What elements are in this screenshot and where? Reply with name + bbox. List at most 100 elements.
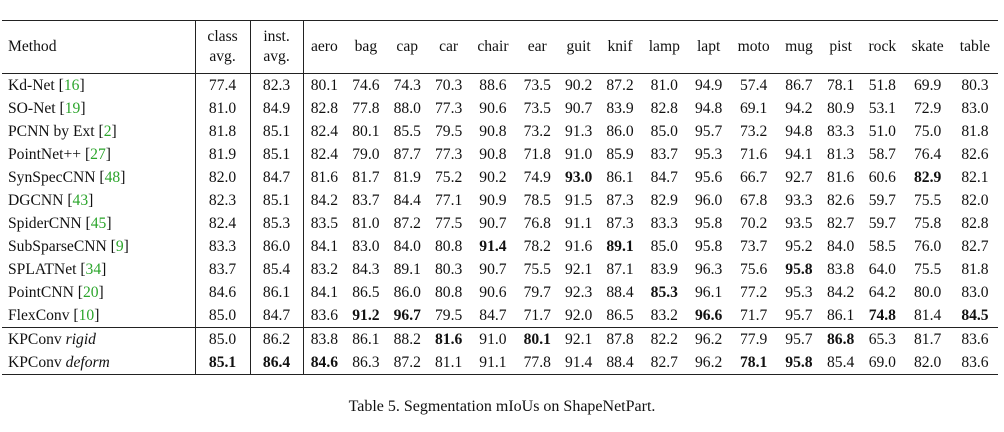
value-cell-bag: 77.8 [352,100,380,117]
value-cell-knif: 88.4 [606,354,634,371]
header-bag: bag [345,20,387,74]
header-car: car [427,20,470,74]
value-cell-chair: 90.7 [479,261,507,278]
value-cell-aero: 84.1 [302,281,346,304]
class-avg-cell: 77.4 [194,73,251,97]
value-cell-skate: 75.5 [913,261,942,278]
value-cell-bag: 84.3 [352,261,380,278]
value-cell-table: 83.6 [961,354,989,371]
value-cell-cap: 87.2 [393,354,421,371]
value-cell-moto: 67.8 [739,192,768,209]
class-avg-cell: 83.3 [194,235,251,258]
value-cell-aero: 84.2 [302,189,346,212]
value-cell-ear: 79.7 [523,284,551,301]
citation-link[interactable]: 45 [90,215,107,232]
value-cell-ear: 75.5 [523,261,551,278]
citation-link[interactable]: 16 [63,77,80,94]
value-cell-knif: 88.4 [606,284,634,301]
value-cell-aero: 83.5 [302,212,346,235]
value-cell-bag: 83.7 [352,192,380,209]
header-skate: skate [903,20,952,74]
value-cell-chair: 90.7 [479,215,507,232]
value-cell-mug: 95.3 [785,284,813,301]
class-avg-cell: 83.7 [194,258,251,281]
header-knif: knif [599,20,641,74]
value-cell-mug: 95.7 [785,307,813,324]
header-class-avg-line2: avg. [209,48,236,65]
value-cell-car: 77.3 [434,146,463,163]
table-row: SpiderCNN [45] 82.4 85.3 83.5 81.0 87.2 77.5 90… [2,212,998,235]
citation-link[interactable]: 43 [72,192,89,209]
table-caption: Table 5. Segmentation mIoUs on ShapeNetP… [348,398,656,415]
value-cell-pist: 80.9 [826,100,855,117]
value-cell-guit: 91.1 [564,215,593,232]
citation-link[interactable]: 19 [64,100,81,117]
value-cell-knif: 83.9 [606,100,634,117]
header-mug: mug [777,20,820,74]
value-cell-chair: 90.6 [479,100,507,117]
value-cell-table: 84.5 [961,307,989,324]
method-cell: SynSpecCNN [48] [8,169,126,186]
value-cell-moto: 77.2 [739,284,768,301]
value-cell-lapt: 96.6 [694,307,723,324]
value-cell-lapt: 96.0 [694,192,723,209]
value-cell-car: 79.5 [434,123,463,140]
value-cell-ear: 78.2 [523,238,551,255]
method-name: SynSpecCNN [8,169,96,186]
inst-avg-cell: 85.3 [249,212,304,235]
header-lamp: lamp [640,20,688,74]
table-row: KPConv rigid 85.0 86.2 83.8 86.1 88.2 81.6 91.0… [2,327,998,351]
method-cell: PCNN by Ext [2] [8,123,117,140]
method-cell: SO-Net [19] [8,100,86,117]
citation-link[interactable]: 20 [82,284,99,301]
value-cell-lamp: 82.2 [640,327,688,351]
citation-link[interactable]: 2 [103,123,112,140]
value-cell-aero: 83.2 [302,258,346,281]
value-cell-guit: 92.0 [564,307,593,324]
value-cell-rock: 58.5 [868,238,896,255]
value-cell-moto: 71.6 [739,146,768,163]
header-inst-avg-line2: avg. [263,48,290,65]
value-cell-skate: 69.9 [913,77,942,94]
value-cell-skate: 75.5 [913,192,942,209]
class-avg-cell: 82.4 [194,212,251,235]
value-cell-lamp: 82.8 [650,100,678,117]
value-cell-bag: 81.0 [352,215,380,232]
class-avg-cell: 81.8 [194,120,251,143]
value-cell-ear: 71.8 [523,146,551,163]
value-cell-ear: 74.9 [523,169,551,186]
value-cell-knif: 87.1 [606,261,634,278]
citation-link[interactable]: 34 [85,261,102,278]
citation-link[interactable]: 27 [90,146,106,163]
value-cell-chair: 91.0 [469,327,517,351]
value-cell-table: 83.0 [961,100,989,117]
method-name: PointCNN [8,284,74,301]
value-cell-chair: 91.1 [479,354,507,371]
header-inst-avg-line1: inst. [263,28,290,45]
citation-link[interactable]: 48 [104,169,121,186]
value-cell-moto: 71.7 [739,307,768,324]
value-cell-guit: 92.3 [564,284,593,301]
value-cell-table: 81.8 [961,261,989,278]
value-cell-bag: 83.0 [352,238,380,255]
value-cell-car: 80.8 [434,284,463,301]
value-cell-guit: 92.1 [564,261,593,278]
citation-link[interactable]: 10 [78,307,95,324]
value-cell-chair: 90.8 [479,123,507,140]
value-cell-skate: 81.7 [903,327,952,351]
value-cell-bag: 86.1 [345,327,387,351]
citation-link[interactable]: 9 [115,238,124,255]
value-cell-moto: 57.4 [739,77,768,94]
value-cell-car: 70.3 [434,77,463,94]
value-cell-pist: 84.2 [826,284,855,301]
value-cell-ear: 78.5 [523,192,551,209]
value-cell-aero: 82.4 [302,120,346,143]
value-cell-cap: 85.5 [393,123,421,140]
table-row: PCNN by Ext [2] 81.8 85.1 82.4 80.1 85.5 79.5 9… [2,120,998,143]
value-cell-rock: 60.6 [868,169,896,186]
class-avg-cell: 85.0 [194,327,251,351]
value-cell-moto: 77.9 [729,327,778,351]
value-cell-table: 82.1 [961,169,989,186]
value-cell-lapt: 95.8 [694,215,723,232]
value-cell-guit: 90.7 [564,100,593,117]
